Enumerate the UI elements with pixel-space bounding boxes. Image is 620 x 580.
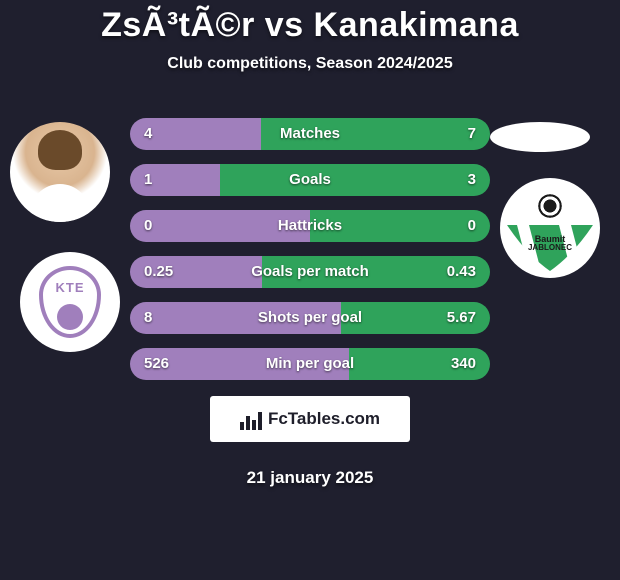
stat-value-left: 526 bbox=[130, 348, 183, 380]
stat-value-left: 4 bbox=[130, 118, 166, 150]
logo-bar bbox=[258, 412, 262, 430]
stat-value-right: 5.67 bbox=[433, 302, 490, 334]
logo-bar bbox=[240, 422, 244, 430]
club1-short: KTE bbox=[56, 280, 85, 295]
logo-bar bbox=[246, 416, 250, 430]
watermark: FcTables.com bbox=[210, 396, 410, 442]
player1-avatar bbox=[10, 122, 110, 222]
stat-label: Goals bbox=[130, 164, 490, 196]
club1-shield: KTE bbox=[39, 266, 101, 338]
stats-bars: Matches47Goals13Hattricks00Goals per mat… bbox=[130, 118, 490, 394]
stat-label: Matches bbox=[130, 118, 490, 150]
club2-label: Baumit JABLONEC bbox=[507, 235, 593, 252]
stat-value-right: 3 bbox=[454, 164, 490, 196]
stat-value-left: 0 bbox=[130, 210, 166, 242]
date-label: 21 january 2025 bbox=[0, 468, 620, 488]
stat-value-right: 0.43 bbox=[433, 256, 490, 288]
fctables-logo-icon bbox=[240, 408, 262, 430]
player1-club-badge: KTE bbox=[20, 252, 120, 352]
club2-line2: JABLONEC bbox=[507, 244, 593, 252]
watermark-text: FcTables.com bbox=[268, 409, 380, 429]
stat-row: Min per goal526340 bbox=[130, 348, 490, 380]
page-title: ZsÃ³tÃ©r vs Kanakimana bbox=[0, 0, 620, 45]
club2-inner: Baumit JABLONEC bbox=[507, 185, 593, 271]
subtitle: Club competitions, Season 2024/2025 bbox=[0, 55, 620, 73]
stat-value-right: 340 bbox=[437, 348, 490, 380]
club1-ball-icon bbox=[57, 304, 83, 330]
stat-row: Goals per match0.250.43 bbox=[130, 256, 490, 288]
stat-value-left: 1 bbox=[130, 164, 166, 196]
stat-row: Shots per goal85.67 bbox=[130, 302, 490, 334]
stat-row: Matches4 7 bbox=[130, 118, 490, 150]
player2-club-badge: Baumit JABLONEC bbox=[500, 178, 600, 278]
stat-row: Hattricks0 0 bbox=[130, 210, 490, 242]
comparison-card: ZsÃ³tÃ©r vs Kanakimana Club competitions… bbox=[0, 0, 620, 580]
logo-bar bbox=[252, 420, 256, 430]
stat-value-right: 0 bbox=[454, 210, 490, 242]
stat-value-left: 0.25 bbox=[130, 256, 187, 288]
player2-avatar bbox=[490, 122, 590, 152]
stat-row: Goals1 3 bbox=[130, 164, 490, 196]
club2-ball-icon bbox=[535, 191, 565, 221]
stat-label: Hattricks bbox=[130, 210, 490, 242]
stat-value-left: 8 bbox=[130, 302, 166, 334]
stat-value-right: 7 bbox=[454, 118, 490, 150]
